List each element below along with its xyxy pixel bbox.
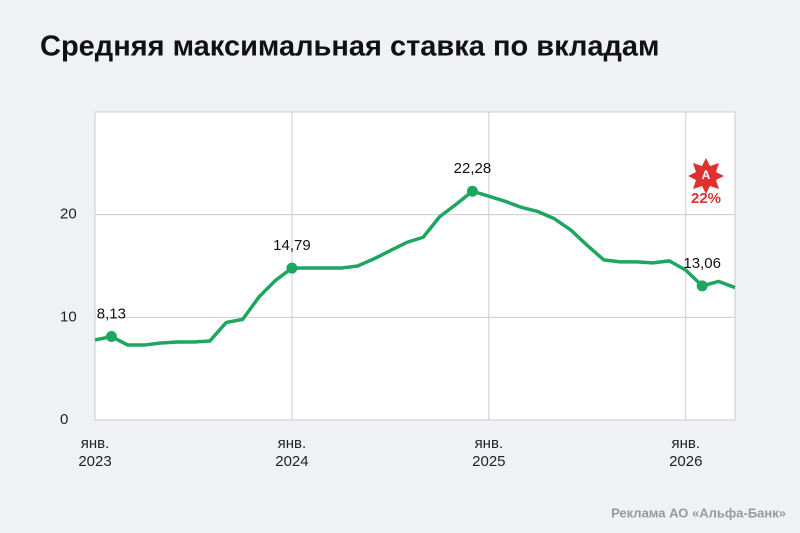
x-tick-label: янв. 2026 — [669, 435, 703, 470]
y-tick-label: 10 — [60, 308, 77, 325]
chart-title: Средняя максимальная ставка по вкладам — [40, 31, 659, 63]
line — [94, 189, 736, 347]
y-tick-label: 20 — [60, 206, 77, 223]
data-label: 14,79 — [273, 237, 311, 254]
data-label: 13,06 — [683, 255, 721, 272]
data-label: 8,13 — [97, 306, 126, 323]
marker — [466, 185, 478, 197]
data-label: 22,28 — [454, 160, 492, 177]
marker — [286, 262, 298, 274]
x-tick-label: янв. 2023 — [78, 435, 112, 470]
footer: Реклама АО «Альфа-Банк» — [611, 505, 786, 520]
plot-area — [94, 111, 736, 421]
marker — [696, 280, 708, 292]
x-tick-label: янв. 2024 — [275, 435, 309, 470]
marker — [105, 331, 117, 343]
badge-text: 22% — [691, 190, 721, 207]
x-tick-label: янв. 2025 — [472, 435, 506, 470]
y-tick-label: 0 — [60, 411, 68, 428]
badge-icon — [688, 158, 724, 194]
badge-letter: А — [702, 168, 711, 182]
